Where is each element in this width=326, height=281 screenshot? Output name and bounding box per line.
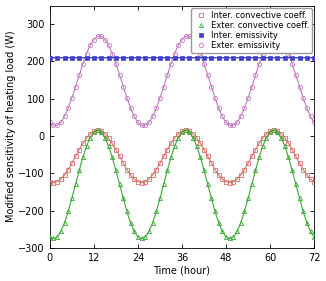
Inter. emissivity (195, 56, 199, 59)
Inter. emissivity (114, 56, 118, 59)
Inter. convective coeff. (114, 148, 118, 151)
Inter. convective coeff. (312, 180, 316, 183)
Inter. emissivity (305, 56, 309, 59)
Exter. convective coeff. (275, 131, 279, 134)
Inter. convective coeff. (283, 136, 287, 140)
Inter. emissivity (231, 56, 235, 59)
X-axis label: Time (hour): Time (hour) (154, 266, 211, 275)
Exter. convective coeff. (143, 235, 147, 238)
Inter. convective coeff. (52, 181, 55, 184)
Line: Exter. convective coeff.: Exter. convective coeff. (48, 128, 316, 241)
Exter. emissivity (275, 35, 279, 38)
Exter. emissivity (272, 35, 276, 38)
Inter. emissivity (312, 56, 316, 59)
Inter. emissivity (136, 56, 140, 59)
Inter. emissivity (202, 56, 206, 59)
Inter. emissivity (99, 56, 103, 59)
Inter. emissivity (180, 56, 184, 59)
Exter. convective coeff. (114, 169, 118, 172)
Inter. emissivity (151, 56, 155, 59)
Inter. emissivity (298, 56, 302, 59)
Exter. convective coeff. (52, 237, 55, 240)
Inter. emissivity (92, 56, 96, 59)
Inter. emissivity (283, 56, 287, 59)
Exter. emissivity (294, 73, 298, 77)
Inter. emissivity (254, 56, 258, 59)
Exter. emissivity (107, 44, 111, 47)
Exter. convective coeff. (294, 183, 298, 186)
Inter. convective coeff. (96, 129, 99, 132)
Exter. emissivity (283, 44, 287, 47)
Inter. convective coeff. (294, 155, 298, 158)
Exter. emissivity (143, 123, 147, 127)
Inter. emissivity (217, 56, 221, 59)
Inter. emissivity (63, 56, 67, 59)
Inter. convective coeff. (143, 180, 147, 183)
Inter. emissivity (290, 56, 294, 59)
Exter. convective coeff. (48, 235, 52, 238)
Inter. emissivity (121, 56, 125, 59)
Inter. emissivity (187, 56, 191, 59)
Inter. emissivity (246, 56, 250, 59)
Exter. convective coeff. (312, 235, 316, 238)
Inter. emissivity (107, 56, 111, 59)
Exter. emissivity (136, 121, 140, 124)
Inter. emissivity (209, 56, 213, 59)
Inter. emissivity (84, 56, 88, 59)
Inter. emissivity (275, 56, 279, 59)
Line: Inter. emissivity: Inter. emissivity (48, 56, 316, 60)
Inter. convective coeff. (48, 180, 52, 183)
Exter. convective coeff. (96, 129, 99, 132)
Exter. emissivity (312, 121, 316, 124)
Exter. convective coeff. (283, 144, 287, 148)
Inter. emissivity (261, 56, 265, 59)
Inter. emissivity (55, 56, 59, 59)
Exter. emissivity (48, 121, 52, 124)
Inter. emissivity (239, 56, 243, 59)
Inter. emissivity (48, 56, 52, 59)
Inter. emissivity (70, 56, 74, 59)
Legend: Inter. convective coeff., Exter. convective coeff., Inter. emissivity, Exter. em: Inter. convective coeff., Exter. convect… (191, 8, 312, 53)
Exter. convective coeff. (187, 131, 191, 134)
Inter. convective coeff. (187, 130, 191, 133)
Line: Exter. emissivity: Exter. emissivity (48, 34, 316, 127)
Inter. emissivity (129, 56, 133, 59)
Line: Inter. convective coeff.: Inter. convective coeff. (48, 129, 316, 184)
Inter. emissivity (165, 56, 169, 59)
Exter. emissivity (184, 35, 188, 38)
Y-axis label: Modified sensitivity of heating load (W): Modified sensitivity of heating load (W) (6, 31, 16, 223)
Inter. emissivity (224, 56, 228, 59)
Inter. convective coeff. (275, 130, 279, 133)
Inter. emissivity (143, 56, 147, 59)
Inter. emissivity (173, 56, 177, 59)
Inter. emissivity (77, 56, 81, 59)
Inter. emissivity (268, 56, 272, 59)
Inter. emissivity (158, 56, 162, 59)
